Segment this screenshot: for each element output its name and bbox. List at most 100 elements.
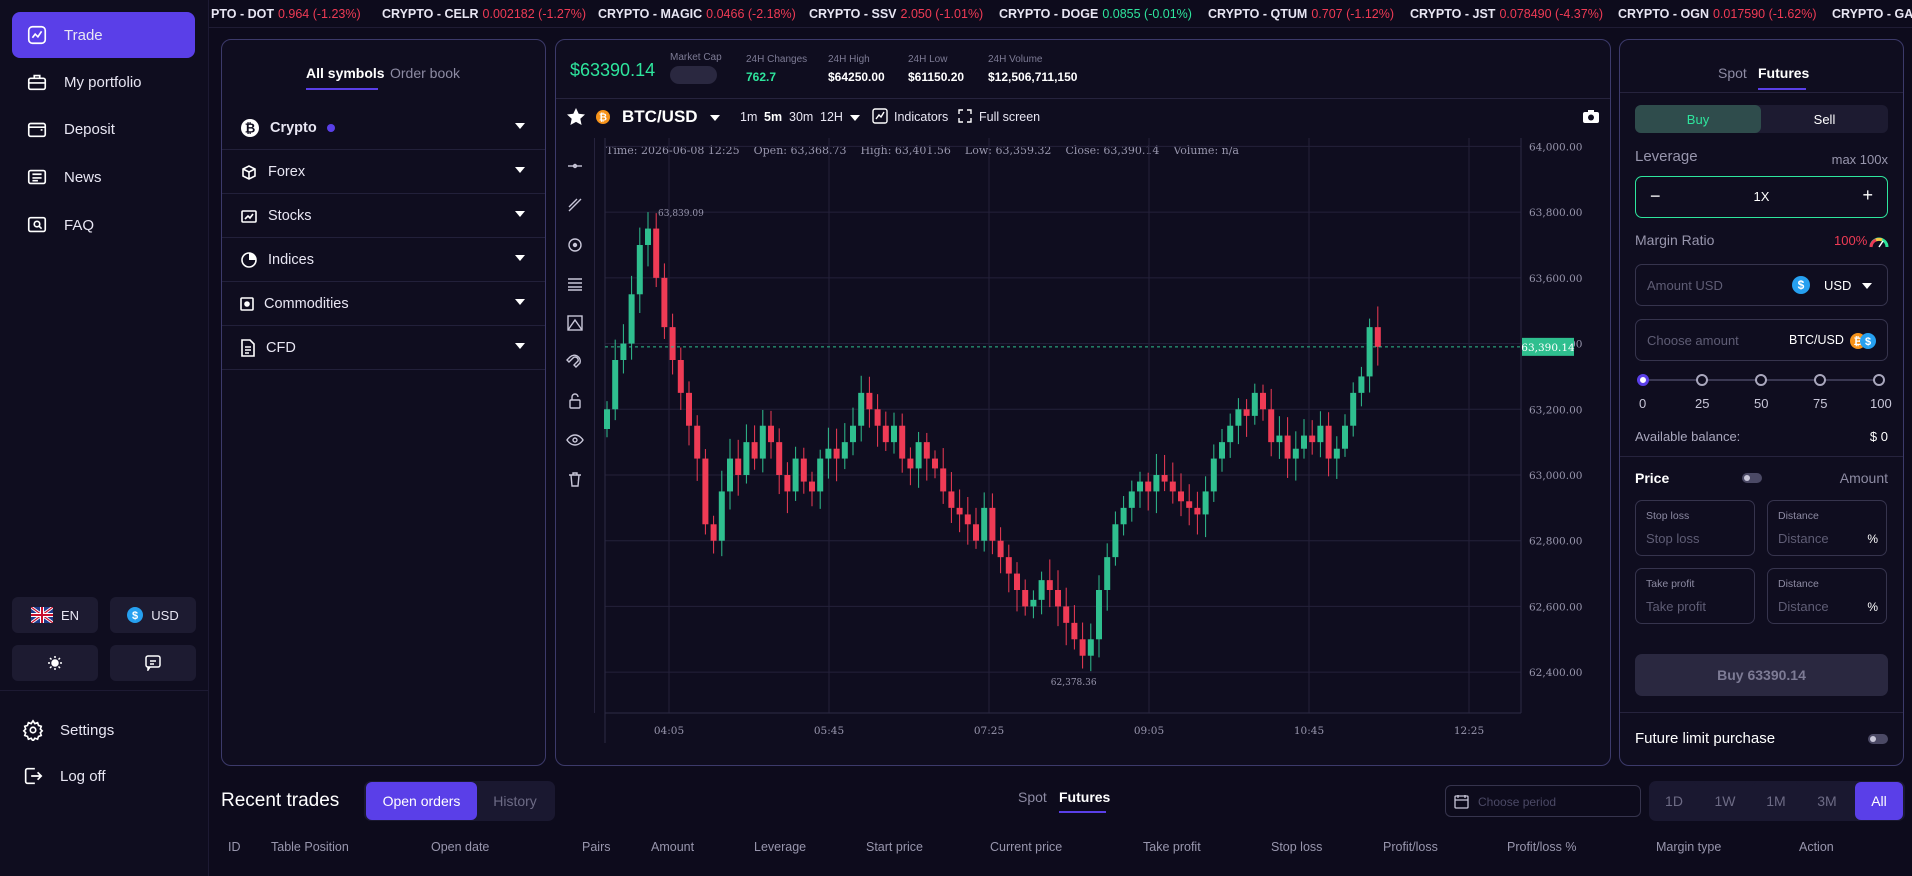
bottom-tab-spot[interactable]: Spot bbox=[1018, 789, 1047, 805]
slider-mark[interactable] bbox=[1873, 374, 1885, 386]
candle bbox=[710, 524, 717, 541]
settings-link[interactable]: Settings bbox=[22, 719, 114, 741]
stoploss-field[interactable]: Stop loss Stop loss bbox=[1635, 500, 1755, 556]
slider-mark[interactable] bbox=[1696, 374, 1708, 386]
minus-icon[interactable]: − bbox=[1650, 186, 1661, 206]
min-price-label: 62,378.36 bbox=[1051, 678, 1097, 688]
header-divider bbox=[556, 98, 1610, 99]
stoploss-distance-field[interactable]: Distance Distance % bbox=[1767, 500, 1887, 556]
sell-tab[interactable]: Sell bbox=[1813, 111, 1836, 127]
currency-button[interactable]: $ USD bbox=[110, 597, 196, 633]
choose-amount-input[interactable]: Choose amount bbox=[1647, 333, 1739, 348]
horizontal-line-icon[interactable] bbox=[566, 157, 584, 175]
candle bbox=[776, 442, 783, 475]
takeprofit-field[interactable]: Take profit Take profit bbox=[1635, 568, 1755, 624]
amount-field[interactable]: Amount USD $ USD bbox=[1635, 264, 1888, 306]
bottom-tab-futures[interactable]: Futures bbox=[1059, 789, 1111, 805]
chevron-down-icon[interactable] bbox=[850, 115, 860, 121]
interval-1m[interactable]: 1m bbox=[740, 110, 758, 124]
period-picker[interactable]: Choose period bbox=[1445, 785, 1641, 817]
ticker-item: CRYPTO - OGN 0.017590 (-1.62%) bbox=[1618, 7, 1817, 21]
open-orders-tab[interactable]: Open orders bbox=[366, 782, 477, 820]
nav-trade[interactable]: Trade bbox=[12, 12, 195, 58]
lock-icon[interactable] bbox=[566, 392, 584, 410]
period-input[interactable]: Choose period bbox=[1478, 795, 1557, 809]
slider-mark[interactable] bbox=[1814, 374, 1826, 386]
candle bbox=[768, 425, 774, 443]
fullscreen-button[interactable]: Full screen bbox=[979, 110, 1041, 124]
future-limit-toggle[interactable] bbox=[1868, 734, 1888, 744]
candle bbox=[956, 507, 963, 515]
category-stocks[interactable]: Stocks bbox=[222, 194, 545, 238]
takeprofit-input[interactable]: Take profit bbox=[1646, 599, 1706, 614]
candlestick-chart[interactable]: 64,000.0063,800.0063,600.0063,400.0063,2… bbox=[594, 138, 1610, 768]
fib-icon[interactable] bbox=[566, 275, 584, 293]
chat-button[interactable] bbox=[110, 645, 196, 681]
distance-input[interactable]: Distance bbox=[1778, 599, 1829, 614]
chevron-down-icon[interactable] bbox=[1862, 283, 1872, 289]
period-1d[interactable]: 1D bbox=[1650, 782, 1698, 820]
nav-portfolio[interactable]: My portfolio bbox=[12, 59, 195, 105]
magnet-icon[interactable] bbox=[566, 353, 584, 371]
price-amount-toggle[interactable] bbox=[1742, 473, 1762, 483]
active-dot bbox=[326, 123, 335, 132]
low-label: 24H Low bbox=[908, 54, 948, 65]
category-cfd[interactable]: CFD bbox=[222, 326, 545, 370]
distance-input[interactable]: Distance bbox=[1778, 531, 1829, 546]
category-indices[interactable]: Indices bbox=[222, 238, 545, 282]
balance-label: Available balance: bbox=[1635, 429, 1741, 444]
category-forex[interactable]: Forex bbox=[222, 150, 545, 194]
dollar-coin-icon: $ bbox=[1792, 276, 1810, 294]
chevron-down-icon bbox=[515, 299, 525, 305]
period-all[interactable]: All bbox=[1855, 782, 1903, 820]
nav-faq[interactable]: FAQ bbox=[12, 202, 195, 248]
language-button[interactable]: EN bbox=[12, 597, 98, 633]
eye-icon[interactable] bbox=[566, 431, 584, 449]
category-crypto[interactable]: ₿ Crypto bbox=[222, 106, 545, 150]
current-price: $63390.14 bbox=[570, 60, 656, 80]
choose-amount-field[interactable]: Choose amount BTC/USD ₿ $ bbox=[1635, 319, 1888, 361]
svg-text:₿: ₿ bbox=[599, 112, 607, 124]
plus-icon[interactable]: + bbox=[1862, 185, 1873, 205]
takeprofit-distance-field[interactable]: Distance Distance % bbox=[1767, 568, 1887, 624]
camera-icon[interactable] bbox=[1582, 109, 1600, 124]
period-3m[interactable]: 3M bbox=[1803, 782, 1851, 820]
chevron-down-icon[interactable] bbox=[710, 115, 720, 121]
slider-label: 25 bbox=[1695, 396, 1710, 411]
circle-tool-icon[interactable] bbox=[566, 236, 584, 254]
logoff-link[interactable]: Log off bbox=[22, 765, 106, 787]
buy-tab[interactable]: Buy bbox=[1635, 105, 1761, 133]
candle bbox=[891, 425, 897, 443]
trash-icon[interactable] bbox=[566, 470, 584, 488]
pair-selector[interactable]: BTC/USD bbox=[622, 107, 698, 126]
stoploss-input[interactable]: Stop loss bbox=[1646, 531, 1700, 546]
nav-deposit[interactable]: Deposit bbox=[12, 106, 195, 152]
amount-input[interactable]: Amount USD bbox=[1647, 278, 1723, 293]
period-1w[interactable]: 1W bbox=[1701, 782, 1749, 820]
amount-currency[interactable]: USD bbox=[1824, 278, 1852, 293]
indicators-button[interactable]: Indicators bbox=[894, 110, 949, 124]
margin-label: Margin Ratio bbox=[1635, 232, 1715, 248]
amount-slider-handle[interactable] bbox=[1637, 374, 1649, 386]
tab-all-symbols[interactable]: All symbols bbox=[306, 65, 385, 81]
percent-sign: % bbox=[1867, 532, 1878, 546]
star-icon[interactable] bbox=[566, 107, 586, 127]
interval-5m[interactable]: 5m bbox=[764, 110, 783, 124]
interval-12h[interactable]: 12H bbox=[820, 110, 843, 124]
buy-submit-button[interactable]: Buy 63390.14 bbox=[1635, 654, 1888, 696]
col-profit-loss-pct: Profit/loss % bbox=[1507, 840, 1577, 854]
pattern-icon[interactable] bbox=[566, 314, 584, 332]
tab-order-book[interactable]: Order book bbox=[390, 65, 461, 81]
tab-futures[interactable]: Futures bbox=[1758, 65, 1810, 81]
tab-spot[interactable]: Spot bbox=[1718, 65, 1747, 81]
theme-toggle-button[interactable] bbox=[12, 645, 98, 681]
nav-news[interactable]: News bbox=[12, 154, 195, 200]
trend-line-icon[interactable] bbox=[566, 196, 584, 214]
period-1m[interactable]: 1M bbox=[1752, 782, 1800, 820]
category-commodities[interactable]: Commodities bbox=[222, 282, 545, 326]
history-tab[interactable]: History bbox=[493, 793, 537, 809]
candle bbox=[661, 277, 668, 328]
interval-30m[interactable]: 30m bbox=[789, 110, 814, 124]
slider-mark[interactable] bbox=[1755, 374, 1767, 386]
candle bbox=[1153, 475, 1160, 492]
